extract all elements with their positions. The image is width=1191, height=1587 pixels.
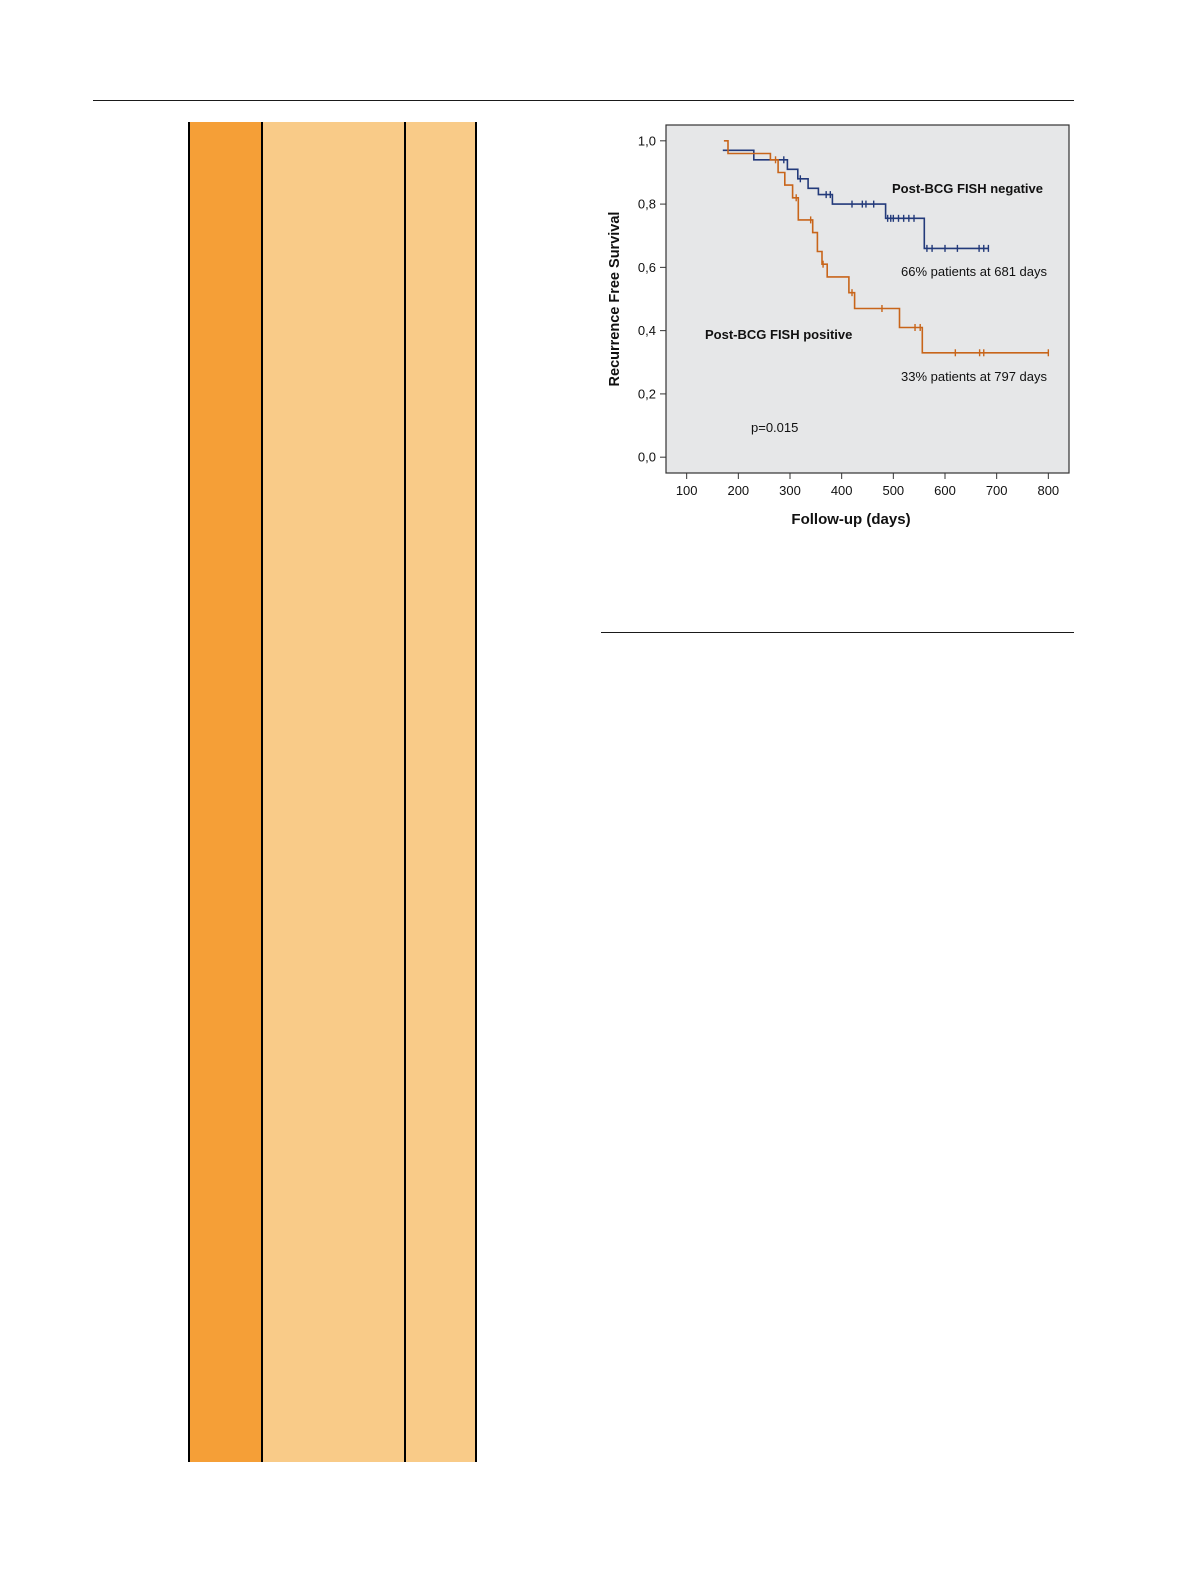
x-tick-label: 100: [676, 483, 698, 498]
light-orange-column-wide: [262, 122, 404, 1462]
y-tick-label: 0,2: [638, 386, 656, 401]
annotation-negative-label: Post-BCG FISH negative: [892, 181, 1043, 196]
y-tick-label: 0,0: [638, 450, 656, 465]
top-rule: [93, 100, 1074, 101]
column-divider-3: [404, 122, 406, 1462]
annotation-p-value: p=0.015: [751, 420, 798, 435]
x-tick-label: 400: [831, 483, 853, 498]
column-divider-2: [261, 122, 263, 1462]
annotation-negative-percent: 66% patients at 681 days: [901, 264, 1047, 279]
survival-chart: 100 200 300 400 500 600 700 800 0,0 0,2 0,4 0,6 0,8 1…: [607, 124, 1070, 528]
x-tick-label: 600: [934, 483, 956, 498]
plot-area: [665, 124, 1070, 474]
y-axis-label: Recurrence Free Survival: [607, 212, 623, 387]
y-tick-label: 0,6: [638, 260, 656, 275]
column-divider-1: [188, 122, 190, 1462]
column-divider-4: [475, 122, 477, 1462]
y-tick-label: 1,0: [638, 133, 656, 148]
chart-bottom-rule: [601, 632, 1074, 633]
y-tick-label: 0,8: [638, 197, 656, 212]
x-axis-label: Follow-up (days): [791, 511, 910, 528]
x-tick-label: 700: [986, 483, 1008, 498]
x-tick-label: 300: [779, 483, 801, 498]
x-tick-label: 800: [1037, 483, 1059, 498]
series-line-post-bcg-fish-negative: [722, 149, 989, 250]
annotation-positive-percent: 33% patients at 797 days: [901, 369, 1047, 384]
annotation-positive-label: Post-BCG FISH positive: [705, 327, 852, 342]
y-tick-label: 0,4: [638, 323, 656, 338]
dark-orange-column: [189, 122, 261, 1462]
series-line-post-bcg-fish-positive: [723, 140, 1049, 354]
x-tick-label: 200: [727, 483, 749, 498]
x-tick-label: 500: [882, 483, 904, 498]
light-orange-column-narrow: [405, 122, 475, 1462]
